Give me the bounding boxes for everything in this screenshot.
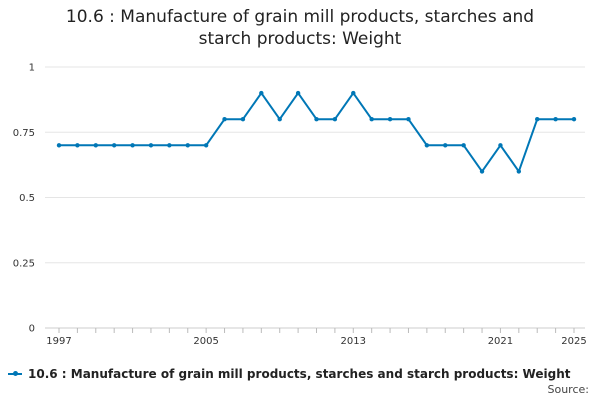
data-point[interactable] bbox=[111, 143, 117, 148]
y-tick-label: 0.5 bbox=[19, 193, 35, 204]
data-point[interactable] bbox=[424, 143, 430, 148]
data-point[interactable] bbox=[553, 117, 558, 122]
data-point[interactable] bbox=[203, 143, 209, 148]
legend-label: 10.6 : Manufacture of grain mill product… bbox=[28, 367, 571, 381]
chart-title-line-2: starch products: Weight bbox=[198, 29, 402, 49]
x-tick-label: 2025 bbox=[561, 336, 586, 347]
legend-swatch bbox=[8, 371, 22, 376]
data-point[interactable] bbox=[535, 117, 540, 122]
data-point[interactable] bbox=[56, 143, 62, 148]
data-point[interactable] bbox=[295, 90, 301, 96]
data-point[interactable] bbox=[443, 143, 448, 148]
data-point[interactable] bbox=[516, 169, 522, 174]
data-point[interactable] bbox=[461, 143, 466, 148]
chart-title-line-1: 10.6 : Manufacture of grain mill product… bbox=[65, 7, 535, 27]
data-point[interactable] bbox=[406, 117, 411, 122]
data-point[interactable] bbox=[277, 117, 282, 122]
x-tick-label: 2005 bbox=[193, 336, 218, 347]
gridlines bbox=[45, 66, 585, 329]
x-tick-label: 2013 bbox=[341, 336, 366, 347]
data-point[interactable] bbox=[167, 143, 172, 148]
data-point[interactable] bbox=[314, 117, 319, 122]
data-point[interactable] bbox=[75, 143, 80, 148]
y-tick-label: 0.75 bbox=[13, 128, 35, 139]
y-tick-label: 0 bbox=[29, 324, 35, 335]
data-point[interactable] bbox=[571, 117, 577, 122]
chart-title: 10.6 : Manufacture of grain mill product… bbox=[0, 6, 600, 50]
data-point[interactable] bbox=[332, 117, 338, 122]
data-point[interactable] bbox=[387, 117, 393, 122]
data-point[interactable] bbox=[369, 117, 374, 122]
x-tick-label: 1997 bbox=[46, 336, 71, 347]
line-chart: 0 0.25 0.5 0.75 1 1997 2005 2013 2021 2025 bbox=[13, 63, 587, 348]
y-tick-label: 0.25 bbox=[13, 258, 35, 269]
data-point[interactable] bbox=[93, 143, 98, 148]
data-point[interactable] bbox=[185, 143, 190, 148]
y-axis-ticks: 0 0.25 0.5 0.75 1 bbox=[13, 63, 35, 335]
data-point[interactable] bbox=[222, 117, 227, 122]
source-label: Source: bbox=[547, 383, 590, 396]
data-point[interactable] bbox=[351, 90, 356, 96]
data-point[interactable] bbox=[148, 143, 154, 148]
y-tick-label: 1 bbox=[29, 63, 35, 74]
data-point[interactable] bbox=[498, 143, 503, 148]
legend[interactable]: 10.6 : Manufacture of grain mill product… bbox=[8, 366, 570, 382]
x-axis: 1997 2005 2013 2021 2025 bbox=[45, 327, 587, 347]
data-point[interactable] bbox=[240, 117, 246, 122]
data-point[interactable] bbox=[479, 169, 485, 174]
data-point[interactable] bbox=[130, 143, 135, 148]
series-group bbox=[56, 90, 577, 174]
data-point[interactable] bbox=[259, 90, 264, 96]
x-tick-label: 2021 bbox=[488, 336, 513, 347]
